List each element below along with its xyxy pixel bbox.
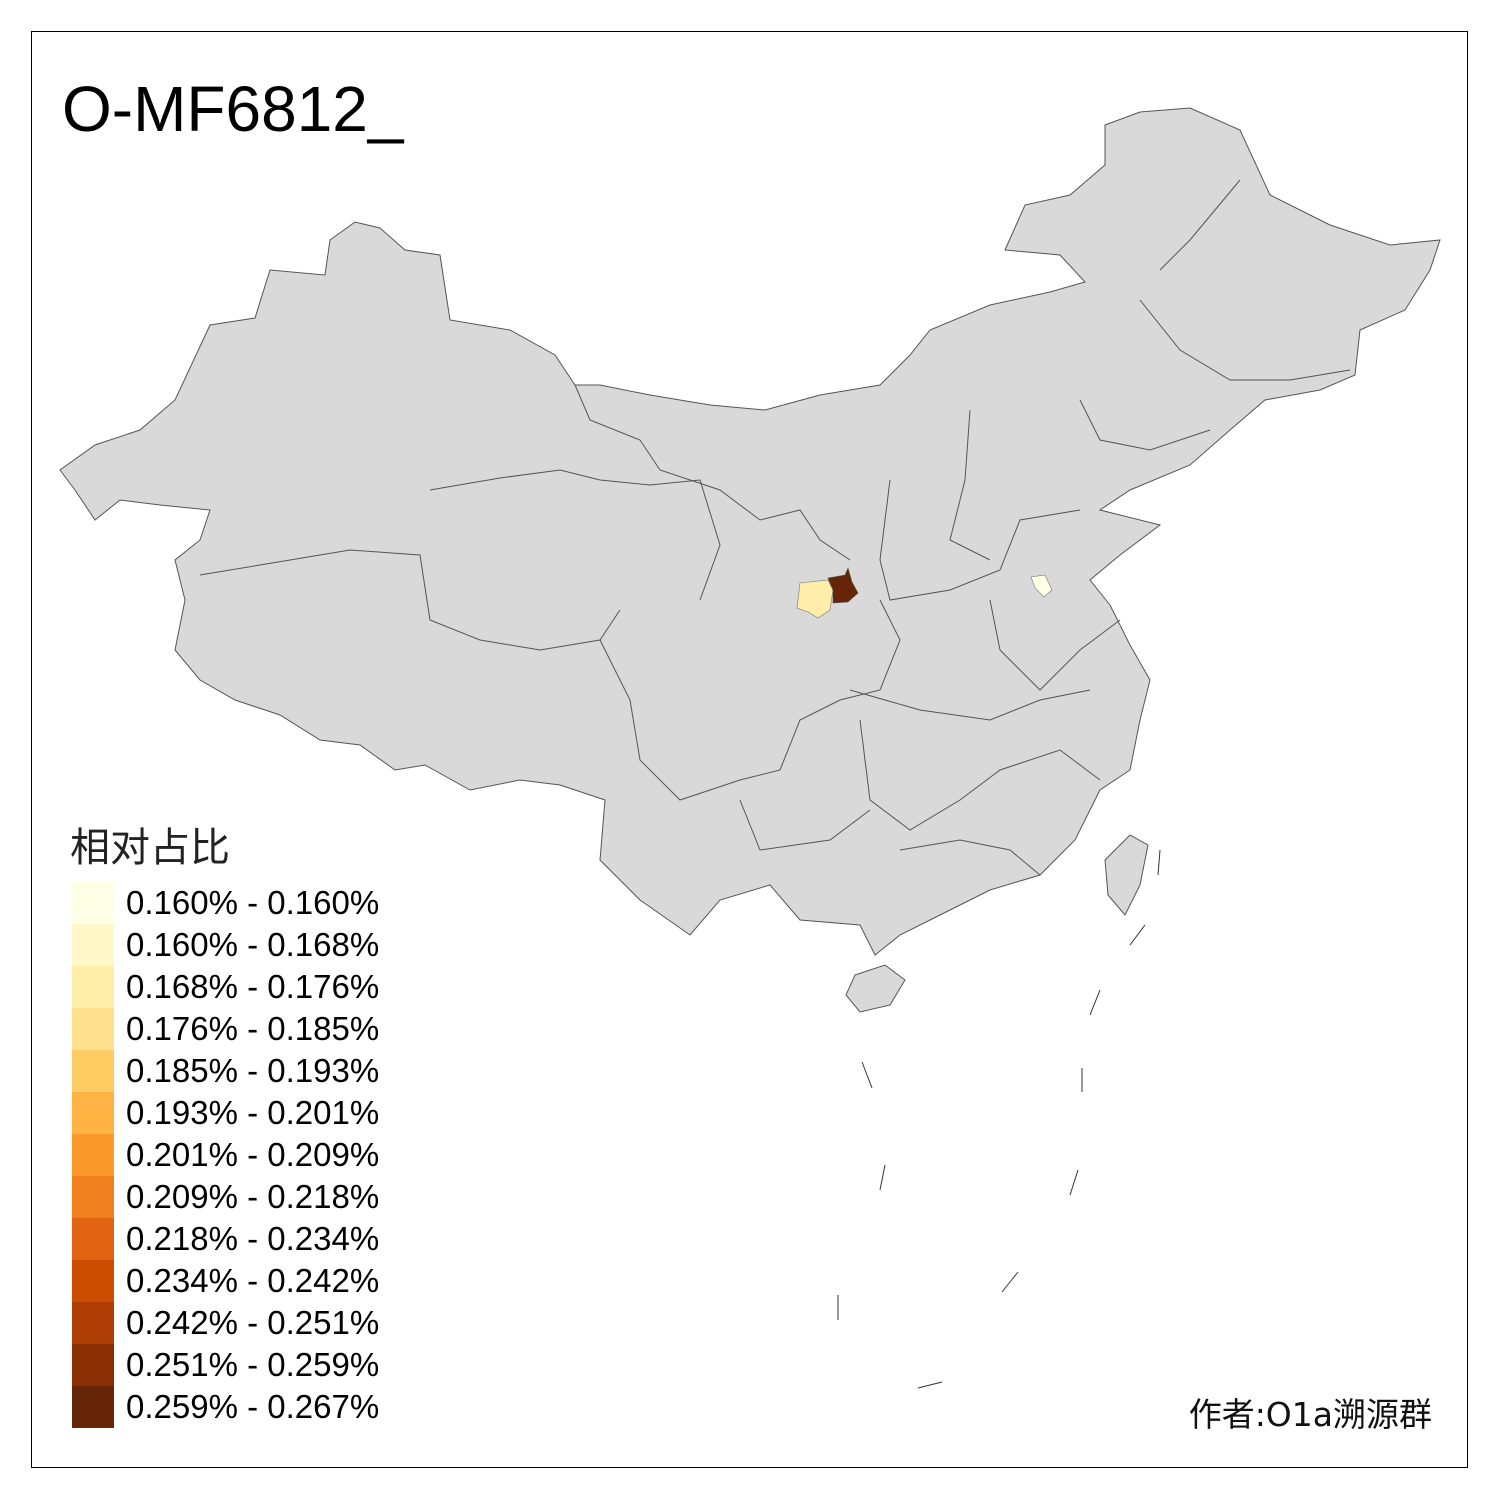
legend-label: 0.168% - 0.176% — [126, 968, 380, 1005]
author-credit: 作者:O1a溯源群 — [1188, 1395, 1432, 1434]
legend-label: 0.185% - 0.193% — [126, 1052, 380, 1089]
legend-swatch — [72, 882, 114, 924]
legend-label: 0.160% - 0.160% — [126, 884, 380, 921]
legend-item: 0.259% - 0.267% — [72, 1386, 379, 1428]
legend-swatch — [72, 1386, 114, 1428]
legend-label: 0.259% - 0.267% — [126, 1388, 380, 1425]
legend-item: 0.234% - 0.242% — [72, 1260, 379, 1302]
legend-swatch — [72, 1134, 114, 1176]
taiwan — [1104, 834, 1149, 916]
map-title: O-MF6812_ — [62, 73, 404, 145]
map-frame — [31, 31, 1468, 1468]
legend-label: 0.160% - 0.168% — [126, 926, 380, 963]
legend-swatch — [72, 1008, 114, 1050]
south-china-sea-islands — [837, 849, 1161, 1389]
legend-item: 0.185% - 0.193% — [72, 1050, 379, 1092]
hainan — [845, 964, 906, 1013]
mainland-china — [59, 107, 1441, 956]
legend-swatch — [72, 1050, 114, 1092]
region-bin-3 — [796, 579, 834, 619]
legend: 0.160% - 0.160% 0.160% - 0.168% 0.168% - 0… — [72, 882, 379, 1428]
legend-item: 0.168% - 0.176% — [72, 966, 379, 1008]
legend-label: 0.251% - 0.259% — [126, 1346, 380, 1383]
province-borders — [199, 179, 1351, 876]
legend-item: 0.251% - 0.259% — [72, 1344, 379, 1386]
legend-item: 0.209% - 0.218% — [72, 1176, 379, 1218]
legend-label: 0.176% - 0.185% — [126, 1010, 380, 1047]
legend-item: 0.160% - 0.160% — [72, 882, 379, 924]
legend-item: 0.201% - 0.209% — [72, 1134, 379, 1176]
legend-swatch — [72, 1344, 114, 1386]
legend-item: 0.160% - 0.168% — [72, 924, 379, 966]
region-bin-1 — [1030, 574, 1053, 598]
region-bin-13 — [827, 567, 859, 604]
legend-swatch — [72, 1302, 114, 1344]
legend-label: 0.218% - 0.234% — [126, 1220, 380, 1257]
legend-swatch — [72, 924, 114, 966]
legend-swatch — [72, 1092, 114, 1134]
legend-swatch — [72, 1260, 114, 1302]
legend-swatch — [72, 1176, 114, 1218]
legend-item: 0.176% - 0.185% — [72, 1008, 379, 1050]
legend-title: 相对占比 — [70, 825, 230, 871]
legend-label: 0.242% - 0.251% — [126, 1304, 380, 1341]
legend-swatch — [72, 1218, 114, 1260]
legend-label: 0.209% - 0.218% — [126, 1178, 380, 1215]
legend-label: 0.234% - 0.242% — [126, 1262, 380, 1299]
legend-item: 0.218% - 0.234% — [72, 1218, 379, 1260]
legend-item: 0.193% - 0.201% — [72, 1092, 379, 1134]
legend-item: 0.242% - 0.251% — [72, 1302, 379, 1344]
legend-label: 0.201% - 0.209% — [126, 1136, 380, 1173]
legend-swatch — [72, 966, 114, 1008]
legend-label: 0.193% - 0.201% — [126, 1094, 380, 1131]
